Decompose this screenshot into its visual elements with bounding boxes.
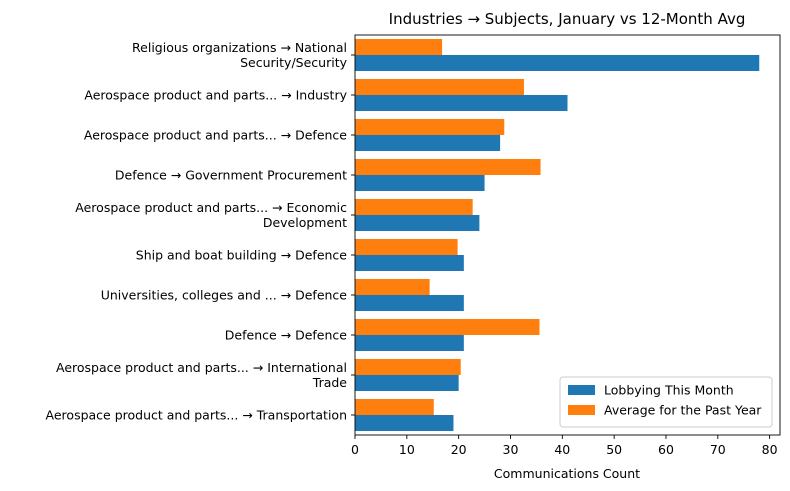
x-tick-label-2: 20: [451, 442, 467, 457]
bar-this-month-5: [355, 255, 464, 271]
plot-area: 0 10 20 30 40 50 60 70 80 Religious organizations…: [46, 34, 781, 457]
legend-swatch-1: [568, 405, 595, 415]
bar-this-month-9: [355, 415, 454, 431]
y-tick-label-7: Defence → Defence: [225, 328, 348, 343]
legend-box: [559, 376, 773, 428]
x-tick-label-6: 60: [658, 442, 674, 457]
bar-past-year-avg-5: [355, 239, 458, 255]
y-tick-label-line: Aerospace product and parts... → Interna…: [56, 360, 347, 375]
bar-past-year-avg-7: [355, 319, 540, 335]
y-tick-label-line: Defence → Government Procurement: [115, 168, 347, 183]
plot-frame: [354, 34, 781, 436]
y-tick-label-line: Universities, colleges and ... → Defence: [101, 288, 348, 303]
y-tick-label-line: Aerospace product and parts... → Transpo…: [46, 408, 347, 423]
x-tick-label-3: 30: [503, 442, 519, 457]
y-tick-label-line: Aerospace product and parts... → Economi…: [75, 200, 347, 215]
bar-this-month-4: [355, 215, 480, 231]
x-tick-label-8: 80: [762, 442, 778, 457]
y-tick-label-5: Ship and boat building → Defence: [136, 248, 348, 263]
bar-past-year-avg-9: [355, 399, 434, 415]
legend-label-0: Lobbying This Month: [604, 383, 734, 398]
bar-this-month-2: [355, 135, 501, 151]
bar-this-month-1: [355, 95, 568, 111]
y-tick-label-line: Security/Security: [240, 55, 347, 70]
y-tick-label-2: Aerospace product and parts... → Defence: [84, 128, 347, 143]
bar-past-year-avg-8: [355, 359, 461, 375]
x-tick-label-1: 10: [399, 442, 415, 457]
bar-this-month-6: [355, 295, 464, 311]
legend-swatch-0: [568, 385, 595, 395]
bar-this-month-8: [355, 375, 459, 391]
y-tick-label-line: Aerospace product and parts... → Defence: [84, 128, 347, 143]
y-tick-label-line: Defence → Defence: [225, 328, 348, 343]
bar-past-year-avg-2: [355, 119, 505, 135]
y-tick-label-1: Aerospace product and parts... → Industr…: [84, 88, 347, 103]
y-tick-label-line: Aerospace product and parts... → Industr…: [84, 88, 347, 103]
bar-past-year-avg-3: [355, 159, 541, 175]
bar-past-year-avg-0: [355, 39, 443, 55]
y-tick-label-8: Aerospace product and parts... → Interna…: [56, 360, 347, 390]
bar-this-month-7: [355, 335, 464, 351]
y-tick-label-9: Aerospace product and parts... → Transpo…: [46, 408, 347, 423]
x-tick-label-5: 50: [606, 442, 622, 457]
bar-this-month-0: [355, 55, 760, 71]
y-tick-label-6: Universities, colleges and ... → Defence: [101, 288, 348, 303]
bar-past-year-avg-6: [355, 279, 430, 295]
chart-title: Industries → Subjects, January vs 12-Mon…: [389, 10, 746, 28]
bar-past-year-avg-1: [355, 79, 524, 95]
bar-this-month-3: [355, 175, 485, 191]
y-tick-label-0: Religious organizations → National Securi…: [132, 40, 348, 70]
bar-past-year-avg-4: [355, 199, 473, 215]
y-tick-label-4: Aerospace product and parts... → Economi…: [75, 200, 347, 230]
y-tick-label-line: Development: [263, 215, 347, 230]
y-tick-label-line: Ship and boat building → Defence: [136, 248, 348, 263]
y-tick-label-3: Defence → Government Procurement: [115, 168, 347, 183]
y-tick-label-line: Religious organizations → National: [132, 40, 347, 55]
y-tick-label-line: Trade: [312, 375, 348, 390]
x-tick-label-7: 70: [710, 442, 726, 457]
legend-label-1: Average for the Past Year: [604, 403, 762, 418]
x-tick-label-0: 0: [351, 442, 359, 457]
x-axis-label: Communications Count: [494, 466, 640, 481]
x-tick-label-4: 40: [554, 442, 570, 457]
